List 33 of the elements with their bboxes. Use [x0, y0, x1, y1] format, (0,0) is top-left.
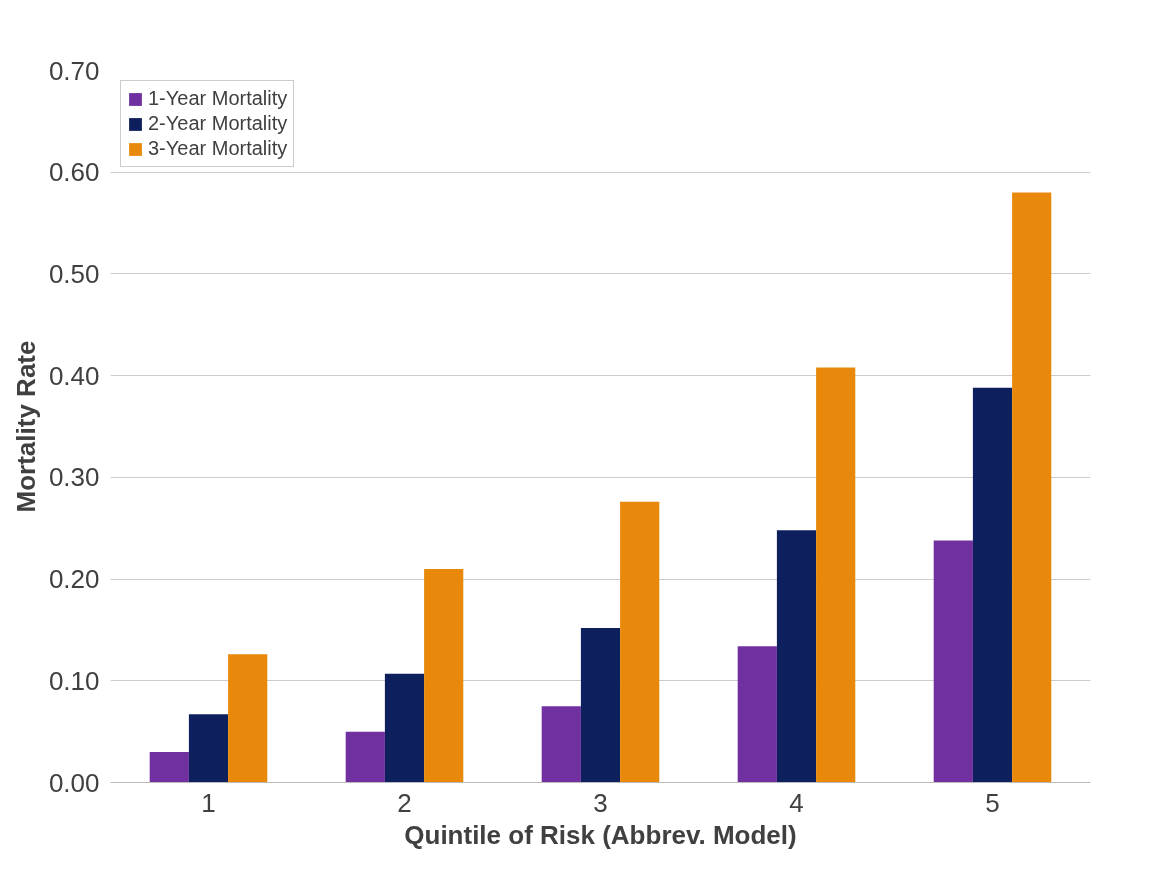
bar	[816, 367, 856, 783]
bar	[188, 714, 229, 783]
x-tick-label: 3	[593, 787, 608, 818]
x-tick-label: 5	[985, 787, 1000, 818]
x-tick-label: 4	[789, 787, 804, 818]
legend-label: 2-Year Mortality	[148, 112, 288, 135]
bar	[972, 387, 1013, 783]
y-axis-title: Mortality Rate	[10, 340, 41, 513]
bar	[737, 646, 777, 783]
x-tick-label: 2	[397, 787, 412, 818]
y-tick-label: 0.20	[48, 564, 100, 595]
legend-label: 1-Year Mortality	[148, 87, 288, 110]
y-tick-label: 0.40	[48, 360, 100, 391]
y-tick-label: 0.30	[48, 462, 100, 493]
y-tick-label: 0.10	[48, 665, 100, 696]
bar	[384, 673, 425, 783]
y-tick-label: 0.50	[48, 258, 100, 289]
legend-label: 3-Year Mortality	[148, 137, 288, 160]
bar	[228, 654, 268, 783]
bar	[345, 731, 385, 783]
bar	[580, 627, 621, 783]
bar	[933, 540, 973, 783]
bar	[149, 751, 189, 783]
x-tick-label: 1	[201, 787, 216, 818]
y-tick-label: 0.00	[48, 767, 100, 798]
y-tick-label: 0.70	[48, 55, 100, 86]
bar	[541, 706, 581, 783]
bar	[776, 530, 817, 783]
y-tick-label: 0.60	[48, 157, 100, 188]
bar	[424, 568, 464, 783]
bar	[1012, 192, 1052, 783]
bar	[620, 501, 660, 783]
x-axis-title: Quintile of Risk (Abbrev. Model)	[404, 819, 797, 850]
